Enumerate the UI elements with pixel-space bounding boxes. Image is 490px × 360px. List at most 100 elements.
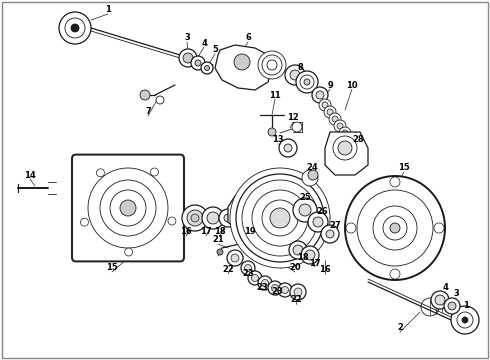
Circle shape [290,284,306,300]
Circle shape [195,60,201,66]
Circle shape [150,168,158,176]
Circle shape [183,53,193,63]
Text: 12: 12 [287,113,299,122]
Circle shape [191,214,199,222]
Text: 21: 21 [212,235,224,244]
Circle shape [304,79,310,85]
Circle shape [267,60,277,70]
Circle shape [234,54,250,70]
Circle shape [296,71,318,93]
Text: 5: 5 [212,45,218,54]
Text: 10: 10 [346,81,358,90]
Circle shape [97,169,104,177]
Circle shape [120,200,136,216]
Circle shape [202,207,224,229]
Text: 4: 4 [201,39,207,48]
Circle shape [305,250,315,260]
Circle shape [334,120,346,132]
Text: 23: 23 [271,288,283,297]
Circle shape [284,144,292,152]
Circle shape [258,51,286,79]
Circle shape [124,248,133,256]
Polygon shape [228,196,268,232]
Circle shape [337,123,343,129]
Circle shape [448,302,456,310]
Circle shape [462,317,468,323]
Text: 16: 16 [180,228,192,237]
Circle shape [140,90,150,100]
Circle shape [390,177,400,187]
Circle shape [342,130,348,136]
Circle shape [444,298,460,314]
Circle shape [299,204,311,216]
Text: 6: 6 [245,33,251,42]
Circle shape [71,24,79,32]
Text: 1: 1 [105,5,111,14]
Text: 9: 9 [327,81,333,90]
Circle shape [308,212,328,232]
Circle shape [227,250,243,266]
Circle shape [339,127,351,139]
Ellipse shape [345,176,445,280]
Circle shape [312,87,328,103]
Circle shape [201,62,213,74]
Text: 27: 27 [329,220,341,230]
Text: 17: 17 [309,258,321,267]
Circle shape [327,109,333,115]
Circle shape [435,295,445,305]
Text: 2: 2 [397,324,403,333]
Text: 15: 15 [398,163,410,172]
Text: 26: 26 [316,207,328,216]
Circle shape [316,91,324,99]
Circle shape [346,223,356,233]
Circle shape [168,217,176,225]
Circle shape [270,208,290,228]
Text: 3: 3 [184,33,190,42]
Circle shape [231,254,239,262]
Circle shape [271,284,278,292]
Circle shape [268,128,276,136]
Circle shape [293,198,317,222]
Circle shape [324,106,336,118]
Text: 11: 11 [269,90,281,99]
Circle shape [248,271,262,285]
Circle shape [457,312,473,328]
Circle shape [268,281,282,295]
Circle shape [313,217,323,227]
Circle shape [302,170,318,186]
Circle shape [241,261,255,275]
Text: 22: 22 [290,296,302,305]
Circle shape [238,200,258,220]
Text: 13: 13 [272,135,284,144]
Circle shape [319,99,331,111]
Circle shape [292,122,302,132]
Circle shape [434,223,444,233]
Circle shape [344,134,356,146]
Text: 23: 23 [242,270,254,279]
Circle shape [243,205,253,215]
Text: 14: 14 [24,171,36,180]
Circle shape [207,212,219,224]
Circle shape [156,96,164,104]
Circle shape [279,139,297,157]
Circle shape [338,141,352,155]
Circle shape [332,116,338,122]
Circle shape [179,49,197,67]
Text: 19: 19 [244,228,256,237]
Circle shape [294,288,302,296]
FancyBboxPatch shape [72,154,184,261]
Circle shape [285,65,305,85]
Circle shape [278,283,292,297]
Circle shape [258,276,272,290]
Circle shape [191,56,205,70]
Text: 18: 18 [214,228,226,237]
Circle shape [347,137,353,143]
Circle shape [251,274,259,282]
Circle shape [262,55,282,75]
Text: 3: 3 [453,289,459,298]
Circle shape [245,265,251,271]
Circle shape [329,113,341,125]
Circle shape [322,102,328,108]
Text: 28: 28 [352,135,364,144]
Text: 17: 17 [200,228,212,237]
